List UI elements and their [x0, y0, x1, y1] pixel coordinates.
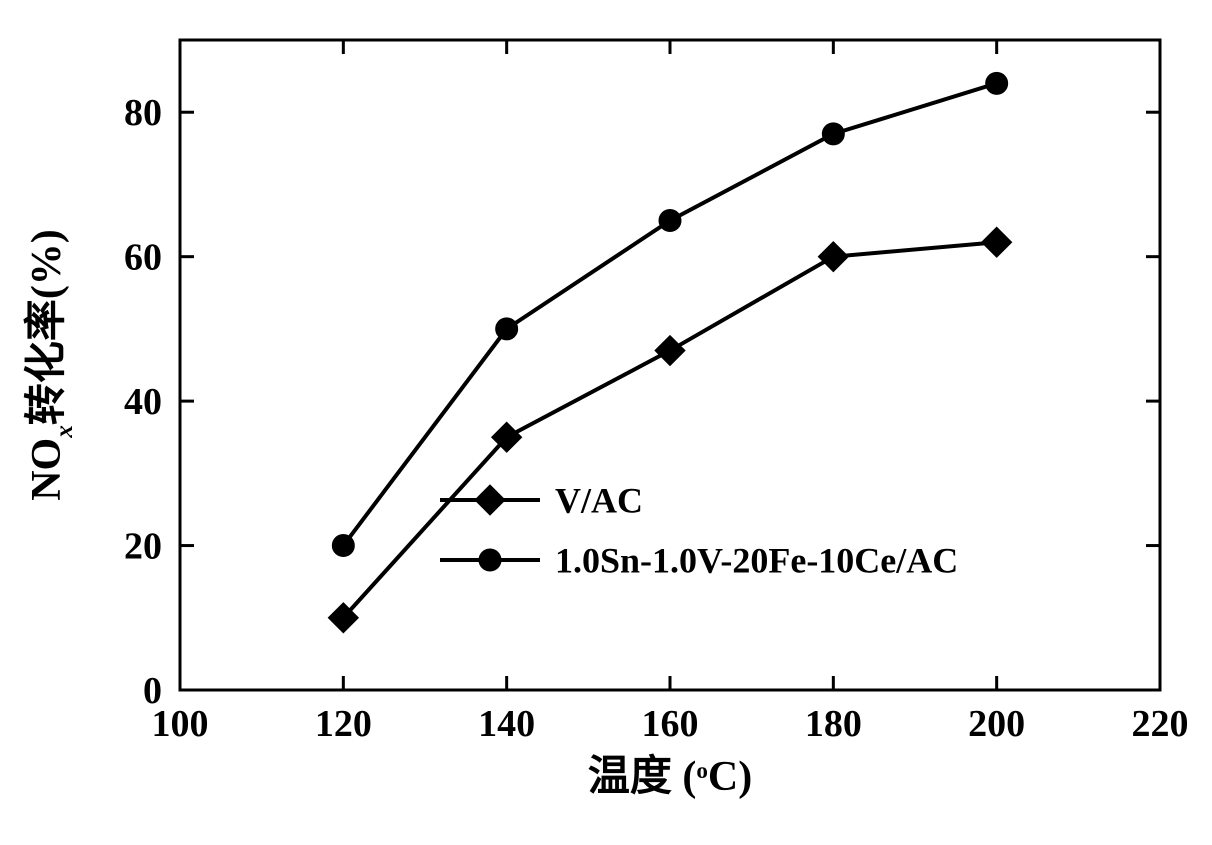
y-tick-label: 40 — [124, 381, 162, 423]
x-tick-label: 200 — [968, 703, 1025, 745]
marker-circle — [496, 318, 518, 340]
legend-label: V/AC — [555, 481, 643, 521]
y-tick-label: 0 — [143, 670, 162, 712]
marker-circle — [822, 123, 844, 145]
x-tick-label: 120 — [315, 703, 372, 745]
x-tick-label: 140 — [478, 703, 535, 745]
x-tick-label: 180 — [805, 703, 862, 745]
marker-circle — [659, 210, 681, 232]
marker-circle — [986, 72, 1008, 94]
marker-circle — [332, 535, 354, 557]
nox-conversion-chart: 100120140160180200220020406080温度 (oC)NOx… — [0, 0, 1212, 845]
x-tick-label: 160 — [642, 703, 699, 745]
y-tick-label: 80 — [124, 92, 162, 134]
marker-circle — [479, 549, 501, 571]
y-tick-label: 20 — [124, 526, 162, 568]
y-axis-label: NOx转化率(%) — [23, 229, 78, 501]
x-axis-label: 温度 (oC) — [588, 753, 752, 800]
legend-label: 1.0Sn-1.0V-20Fe-10Ce/AC — [555, 541, 958, 581]
y-tick-label: 60 — [124, 237, 162, 279]
x-tick-label: 220 — [1132, 703, 1189, 745]
chart-container: 100120140160180200220020406080温度 (oC)NOx… — [0, 0, 1212, 845]
